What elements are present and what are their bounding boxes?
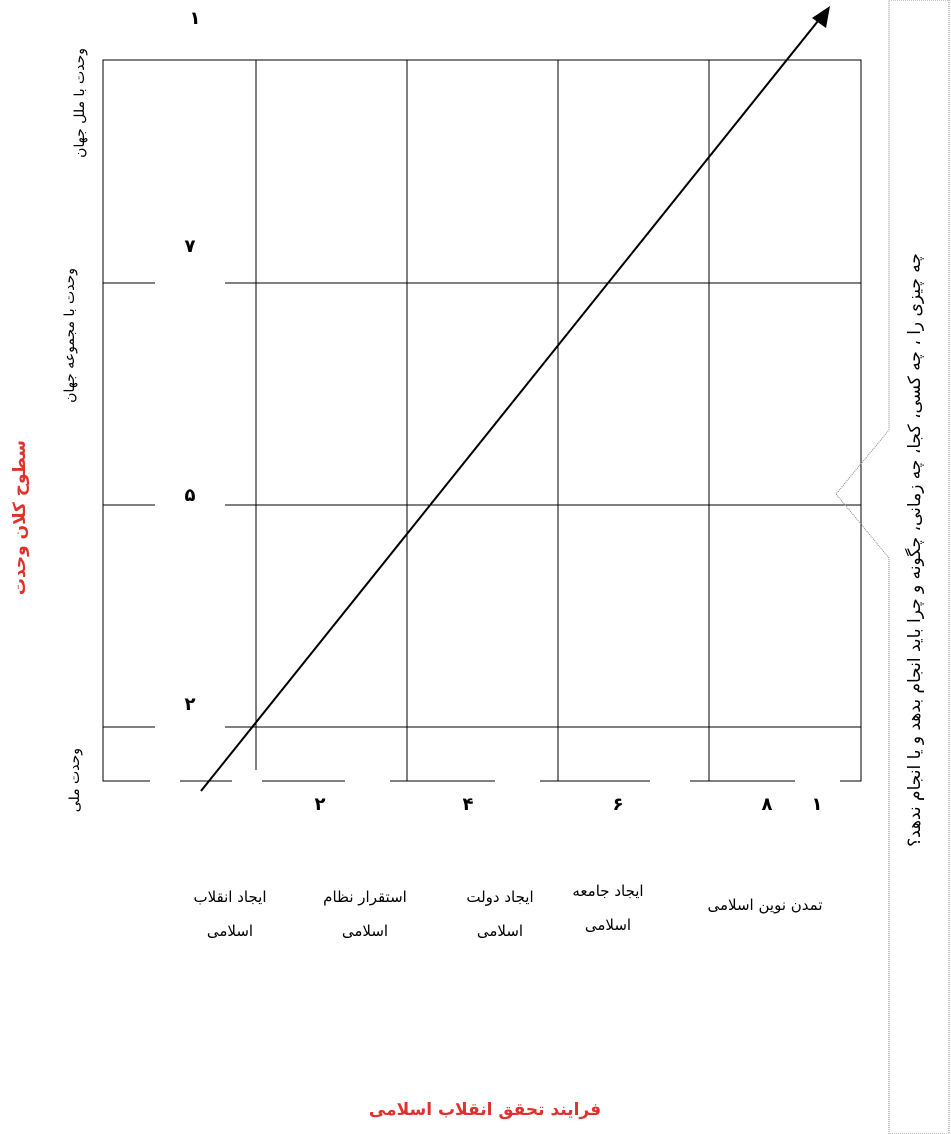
progress-arrow bbox=[200, 15, 823, 792]
arrowhead-icon bbox=[812, 6, 830, 28]
x-axis-title: فرایند تحقق انقلاب اسلامی bbox=[368, 1100, 602, 1120]
level-number: ۱ bbox=[189, 8, 201, 29]
level-number: ۵ bbox=[184, 485, 196, 506]
grid-frame bbox=[102, 59, 862, 782]
stage-number: ۸ bbox=[761, 794, 773, 815]
level-number: ۷ bbox=[184, 236, 196, 257]
level-label: وحدت با مجموعه جهان bbox=[62, 268, 78, 403]
stage-label: ایجاد جامعه اسلامی bbox=[572, 882, 644, 934]
stage-label: تمدن نوین اسلامی bbox=[707, 896, 823, 914]
stage-number: ۱ bbox=[811, 794, 823, 815]
level-number: ۲ bbox=[184, 694, 196, 715]
stage-number: ۴ bbox=[462, 794, 474, 815]
question-bracket bbox=[835, 0, 950, 1134]
stage-label: ایجاد دولت اسلامی bbox=[466, 888, 534, 940]
stage-label: ایجاد انقلاب اسلامی bbox=[193, 888, 267, 940]
question-text: چه چیزی را ، چه کسی، کجا، چه زمانی، چگون… bbox=[905, 253, 925, 847]
stage-number: ۶ bbox=[612, 794, 624, 815]
level-label: وحدت با ملل جهان bbox=[72, 48, 88, 158]
stage-label: استقرار نظام اسلامی bbox=[323, 888, 407, 940]
stage-number: ۲ bbox=[314, 794, 326, 815]
level-label: وحدت ملی bbox=[67, 748, 83, 813]
y-axis-title: سطوح کلان وحدت bbox=[10, 440, 30, 596]
